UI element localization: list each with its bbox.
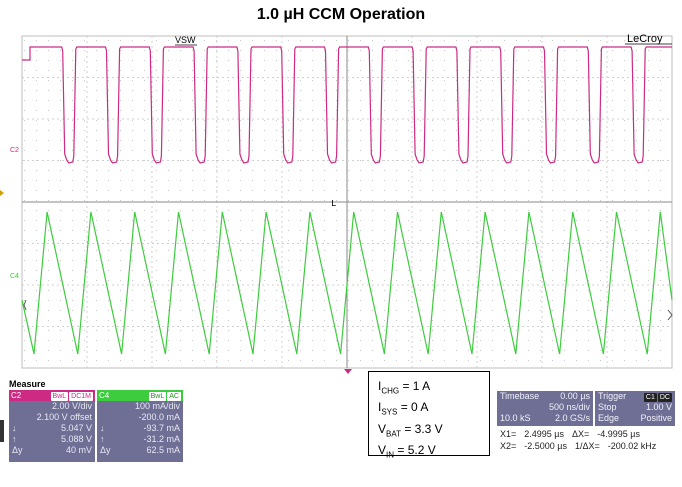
left-edge-bar [0, 420, 4, 442]
measure-heading: Measure [9, 379, 46, 389]
c2-row-symbol: Δy [12, 445, 23, 455]
timebase-label: Timebase [500, 391, 540, 401]
condition-vin: VIN = 5.2 V [378, 443, 436, 460]
dx-value: -4.9995 µs [597, 429, 640, 439]
vbat-value: = 3.3 V [404, 421, 443, 436]
c2-switch-node-trace [22, 46, 672, 164]
timebase-panel[interactable]: Timebase 0.00 µs 500 ns/div 10.0 kS 2.0 GS… [497, 391, 593, 426]
left-edge-marker-icon [0, 190, 4, 196]
c4-volts-div: 100 mA/div [134, 401, 180, 411]
vin-value: = 5.2 V [397, 443, 436, 458]
x2-value: -2.5000 µs [524, 441, 567, 451]
channel-c2-descriptor[interactable]: C2 BwL DC1M 2.00 V/div 2.100 V offset ↓ 5.… [9, 390, 95, 462]
trace-label-vsw: VSW [175, 35, 196, 45]
c2-offset: 2.100 V offset [36, 412, 92, 422]
ichg-value: = 1 A [402, 379, 431, 393]
c2-row-value: 5.047 V [60, 423, 92, 433]
c2-row-value: 40 mV [65, 445, 92, 455]
c2-row-symbol: ↑ [12, 434, 17, 444]
c4-coupling-tag: AC [167, 392, 181, 401]
c2-volts-div: 2.00 V/div [51, 401, 92, 411]
right-cursor-icon[interactable] [667, 309, 673, 321]
c2-row-symbol: ↓ [12, 423, 17, 433]
lecroy-logo: LeCroy [627, 33, 663, 45]
trigger-panel[interactable]: Trigger C1 DC Stop 1.00 V Edge Positive [595, 391, 675, 426]
c4-ground-label: C4 [10, 273, 19, 280]
c4-row-symbol: Δy [100, 445, 111, 455]
c4-row-value: -31.2 mA [143, 434, 180, 444]
c2-ground-label: C2 [10, 147, 19, 154]
trigger-type: Edge [598, 413, 620, 423]
trigger-slope: Positive [640, 413, 672, 423]
c4-row-symbol: ↑ [100, 434, 105, 444]
inv-dx-label: 1/ΔX= [574, 441, 600, 451]
c4-row-value: 62.5 mA [146, 445, 180, 455]
trigger-level: 1.00 V [645, 402, 672, 412]
trigger-level-marker: L [331, 199, 336, 209]
test-conditions-box: ICHG = 1 A ISYS = 0 A VBAT = 3.3 V VIN =… [368, 371, 490, 460]
c4-inductor-current-trace [21, 211, 673, 355]
trigger-source: C1 [643, 393, 657, 402]
x2-label: X2= [500, 441, 517, 451]
condition-ichg: ICHG = 1 A [378, 379, 431, 396]
x1-value: 2.4995 µs [524, 429, 564, 439]
condition-isys: ISYS = 0 A [378, 400, 429, 417]
c2-bwl-tag: BwL [50, 392, 69, 401]
trigger-coupling: DC [657, 393, 672, 402]
condition-vbat: VBAT = 3.3 V [378, 421, 443, 439]
dx-label: ΔX= [571, 429, 590, 439]
c2-name: C2 [11, 391, 22, 400]
c4-row-symbol: ↓ [100, 423, 105, 433]
left-cursor-icon[interactable] [23, 299, 27, 311]
c4-offset: -200.0 mA [138, 412, 180, 422]
c2-row-value: 5.088 V [60, 434, 92, 444]
trigger-label: Trigger [598, 391, 627, 401]
channel-c4-descriptor[interactable]: C4 BwL AC 100 mA/div -200.0 mA ↓ -93.7 mA … [97, 390, 183, 462]
timebase-per-div: 500 ns/div [548, 402, 590, 412]
timebase-samples: 10.0 kS [500, 413, 531, 423]
c4-row-value: -93.7 mA [143, 423, 180, 433]
x1-label: X1= [500, 429, 517, 439]
c4-name: C4 [99, 391, 110, 400]
chart-title: 1.0 µH CCM Operation [256, 6, 426, 23]
trigger-mode: Stop [598, 402, 617, 412]
inv-dx-value: -200.02 kHz [607, 441, 657, 451]
timebase-rate: 2.0 GS/s [554, 413, 590, 423]
timebase-delay: 0.00 µs [560, 391, 590, 401]
isys-value: = 0 A [400, 400, 429, 415]
trigger-position-icon[interactable] [344, 369, 352, 374]
c2-coupling-tag: DC1M [69, 392, 93, 401]
cursor-readout: X1= 2.4995 µs ΔX= -4.9995 µs X2= -2.5000… [500, 428, 656, 452]
c4-bwl-tag: BwL [148, 392, 167, 401]
oscilloscope-display: VSW LeCroy C2 C4 L [0, 33, 673, 374]
